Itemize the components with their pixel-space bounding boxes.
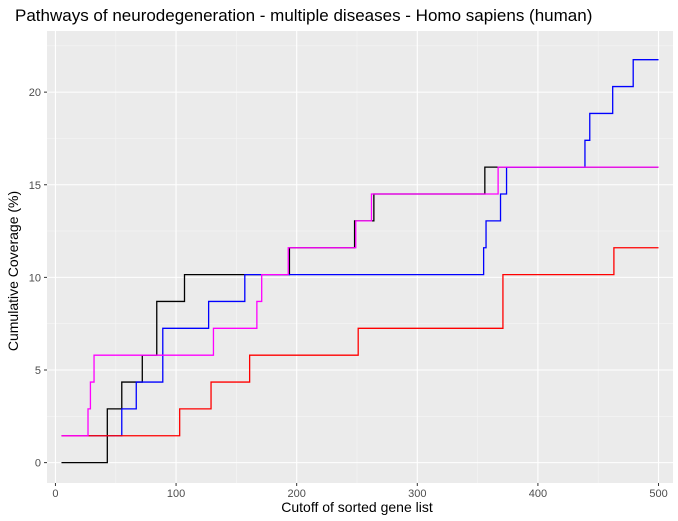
x-tick-label: 200 xyxy=(287,488,305,500)
plot-panel xyxy=(47,31,673,483)
x-axis-ticks: 0 100 200 300 400 500 xyxy=(52,483,668,500)
y-tick-label: 0 xyxy=(35,458,41,470)
x-tick-label: 300 xyxy=(408,488,426,500)
y-tick-label: 20 xyxy=(29,87,41,99)
y-tick-label: 15 xyxy=(29,180,41,192)
x-tick-label: 100 xyxy=(167,488,185,500)
major-gridlines xyxy=(47,31,673,483)
y-tick-label: 10 xyxy=(29,272,41,284)
x-tick-label: 500 xyxy=(649,488,667,500)
series-line-1 xyxy=(61,166,659,464)
y-tick-label: 5 xyxy=(35,365,41,377)
x-axis-title: Cutoff of sorted gene list xyxy=(281,499,433,515)
y-axis-ticks: 0 5 10 15 20 xyxy=(29,87,47,470)
series-line-2 xyxy=(61,59,659,437)
series-line-3 xyxy=(61,247,659,437)
series-lines xyxy=(61,59,659,464)
x-tick-label: 0 xyxy=(52,488,58,500)
y-axis-title: Cumulative Coverage (%) xyxy=(5,191,21,351)
series-line-4 xyxy=(61,166,659,437)
chart-title: Pathways of neurodegeneration - multiple… xyxy=(15,6,592,25)
minor-gridlines xyxy=(47,31,673,483)
x-tick-label: 400 xyxy=(529,488,547,500)
